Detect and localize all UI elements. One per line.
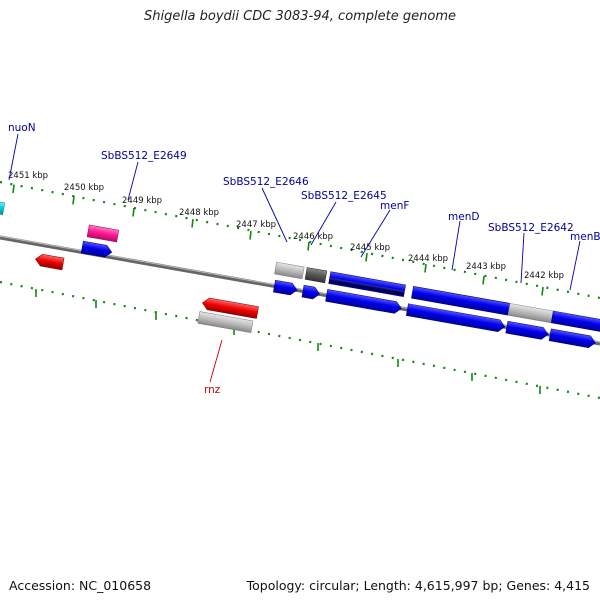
gene-arrow[interactable] [406,303,506,333]
gene-nuoN[interactable] [0,192,6,216]
rnz-pointer [209,339,223,383]
gene-SbBS512_E2645[interactable] [304,267,328,284]
kbp-label: 2443 kbp [466,262,506,272]
label-nuoN: nuoN [8,122,36,134]
label-SbBS512_E2642: SbBS512_E2642 [488,222,574,234]
map-title: Shigella boydii CDC 3083-94, complete ge… [143,9,457,24]
label-rnz: rnz [204,384,221,396]
gene-SbBS512_E2649[interactable] [86,224,120,243]
label-menD: menD [448,211,479,223]
kbp-labels: 2451 kbp 2450 kbp 2449 kbp 2448 kbp 2447… [8,171,564,281]
accession-text: Accession: NC_010658 [9,578,152,593]
kbp-label: 2450 kbp [64,183,104,193]
label-menF: menF [380,200,409,212]
gene-arrow[interactable] [301,284,321,300]
kbp-label: 2445 kbp [350,243,390,253]
outer-tick-ring [0,180,600,300]
kbp-label: 2449 kbp [122,196,162,206]
gene-arrow-reverse[interactable] [34,253,65,271]
genome-summary-text: Topology: circular; Length: 4,615,997 bp… [246,578,590,593]
label-menB: menB [570,231,600,243]
gene-menB[interactable] [550,310,600,334]
gene-SbBS512_E2642[interactable] [507,303,554,324]
inner-tick-ring [0,280,600,400]
kbp-label: 2451 kbp [8,171,48,181]
gene-labels: nuoN SbBS512_E2649 SbBS512_E2646 SbBS512… [8,122,600,243]
outer-major-ticks [12,184,544,296]
kbp-label: 2444 kbp [408,254,448,264]
kbp-label: 2446 kbp [293,232,333,242]
gene-rnz[interactable] [197,311,254,334]
label-SbBS512_E2649: SbBS512_E2649 [101,150,187,162]
gene-arrow[interactable] [325,289,403,314]
kbp-label: 2442 kbp [524,271,564,281]
gene-arrow[interactable] [505,320,549,340]
gene-arrow-reverse[interactable] [201,297,259,319]
kbp-label: 2447 kbp [236,220,276,230]
gene-SbBS512_E2646[interactable] [274,261,305,280]
label-SbBS512_E2646: SbBS512_E2646 [223,176,309,188]
label-pointers [8,133,581,291]
gene-arrow[interactable] [273,279,298,296]
gene-arrow[interactable] [548,328,596,349]
label-SbBS512_E2645: SbBS512_E2645 [301,190,387,202]
gene-arrow[interactable] [80,240,113,258]
kbp-label: 2448 kbp [179,208,219,218]
gene-menF-inner [328,277,405,296]
